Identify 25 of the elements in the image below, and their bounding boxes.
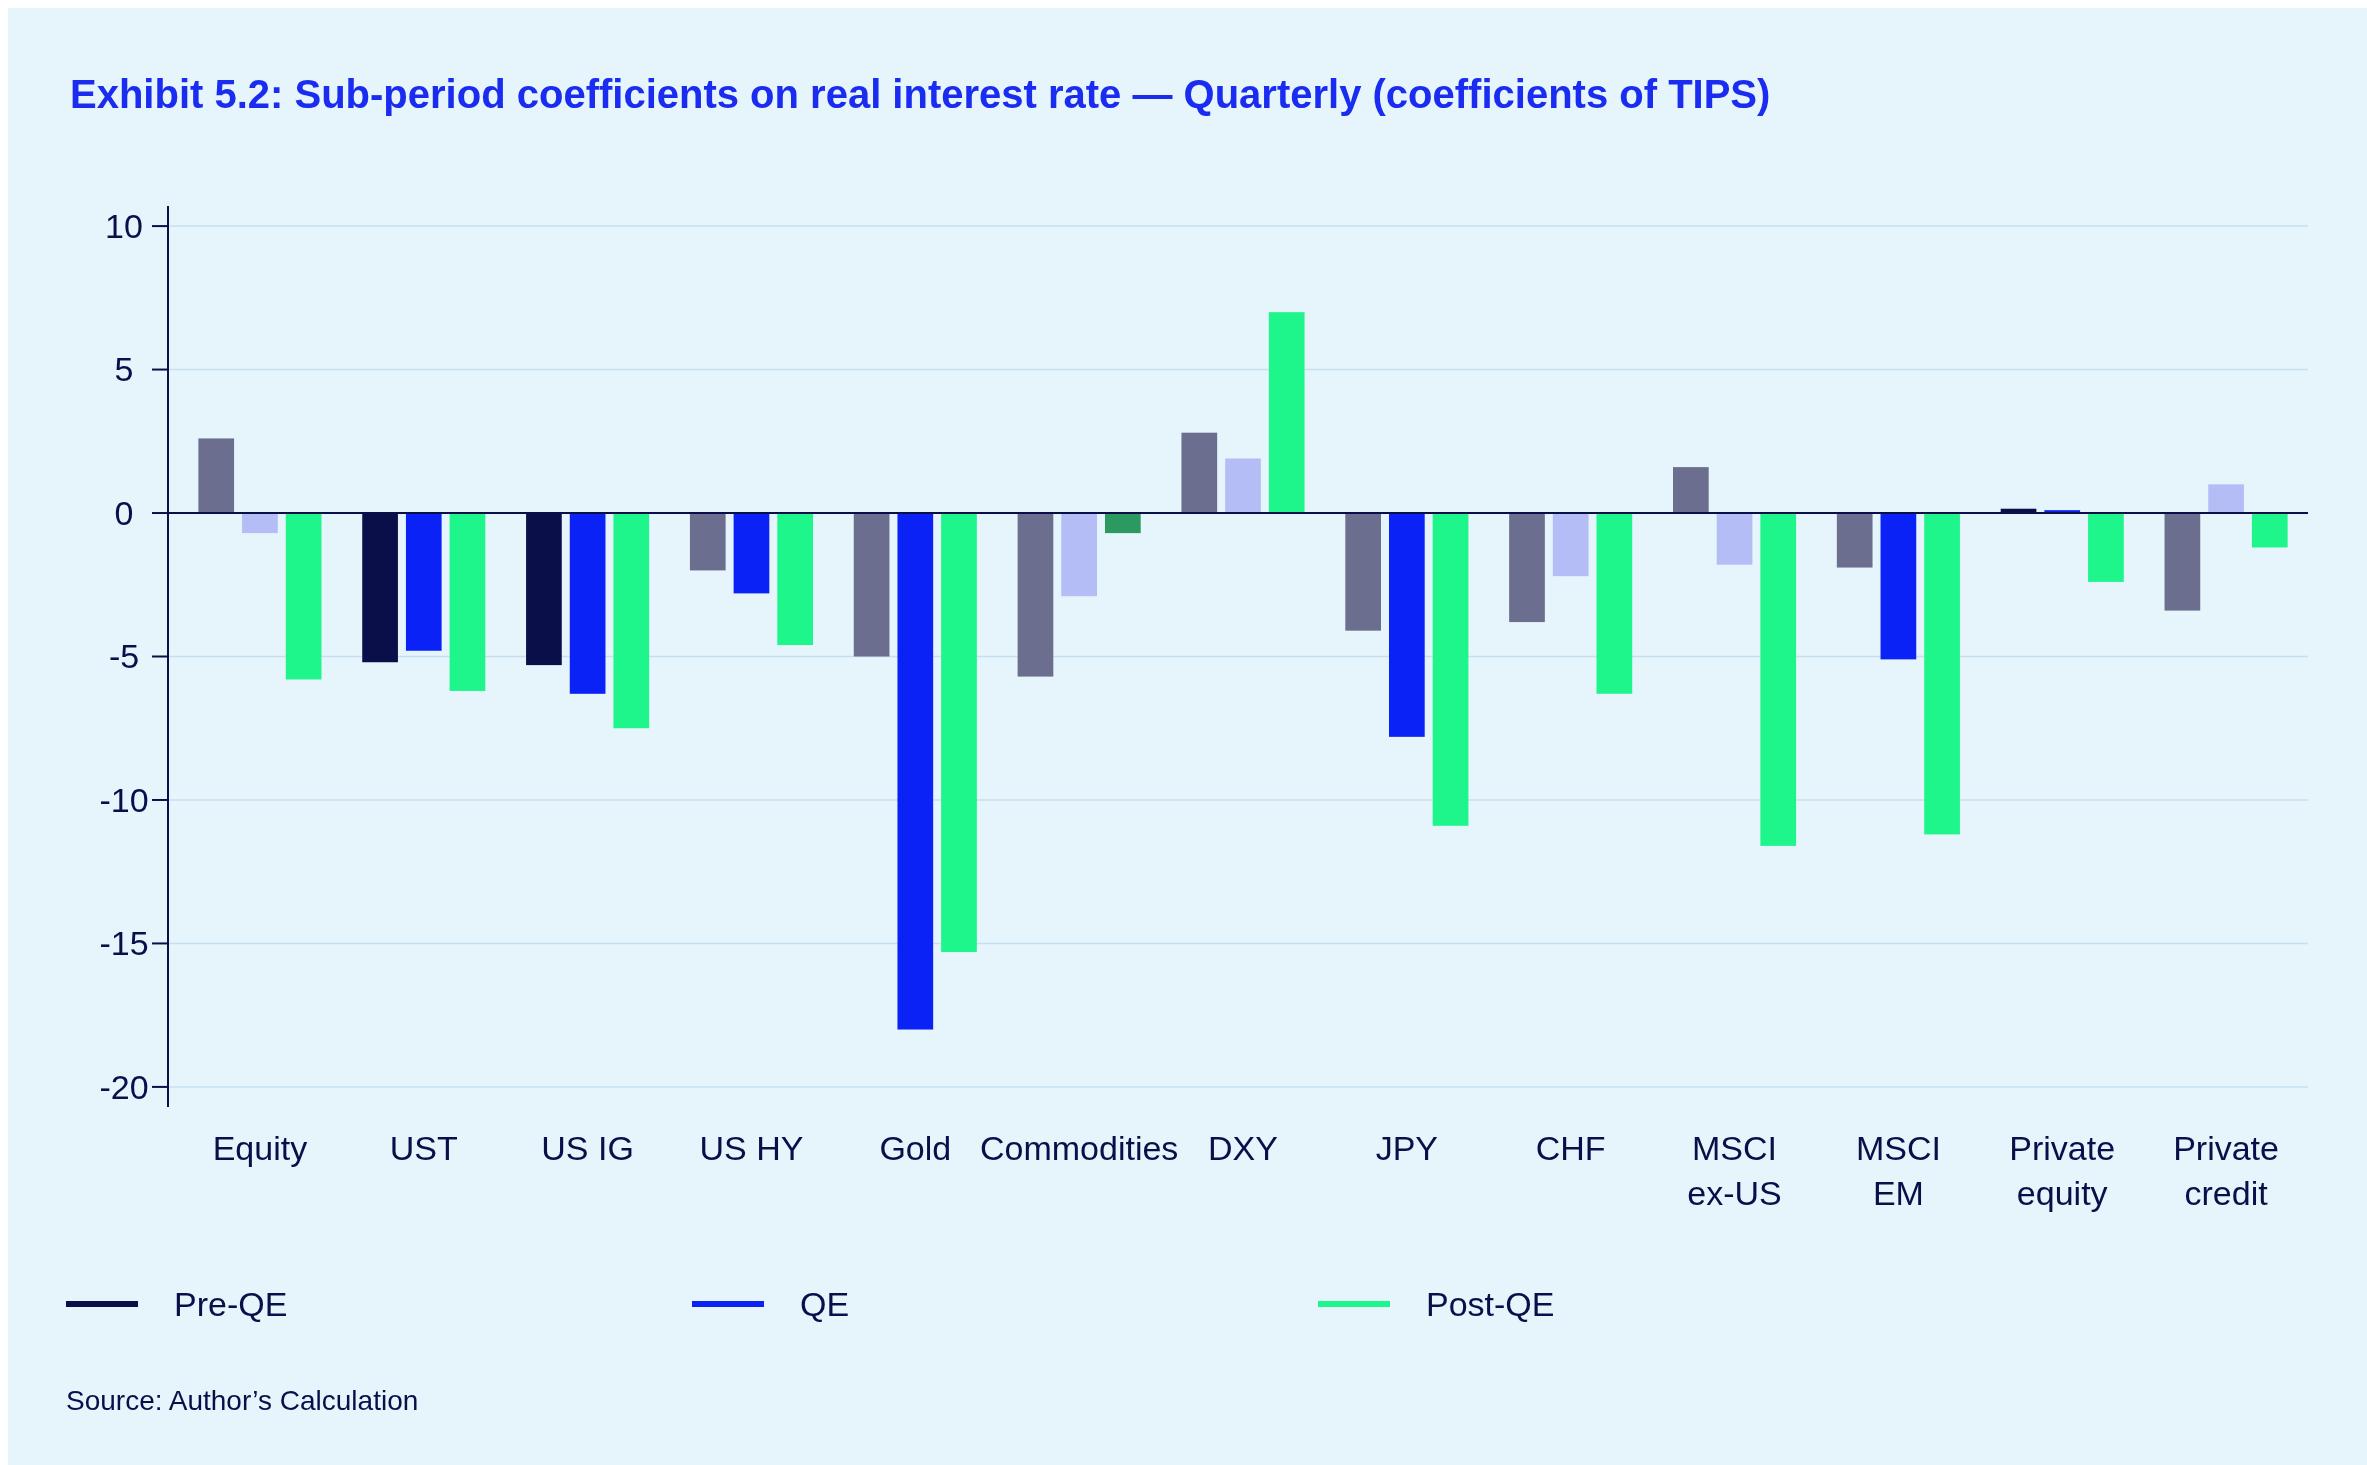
x-tick-label: Private credit	[2173, 1129, 2279, 1212]
x-tick-label: Equity	[212, 1129, 308, 1167]
source-note: Source: Author’s Calculation	[66, 1385, 419, 1416]
x-tick-label: UST	[389, 1129, 458, 1167]
legend-label: Post-QE	[1426, 1284, 1555, 1323]
x-tick-label: US HY	[699, 1129, 804, 1167]
x-tick-label: DXY	[1208, 1129, 1278, 1167]
y-tick-label: 10	[105, 206, 143, 245]
y-tick-label: 0	[114, 493, 134, 532]
y-tick-label: -10	[99, 780, 149, 819]
x-tick-label: JPY	[1375, 1129, 1439, 1167]
y-tick-label: 5	[114, 350, 134, 389]
x-tick-label: US IG	[541, 1129, 634, 1167]
y-tick-label: -15	[99, 924, 149, 963]
x-tick-label: Gold	[879, 1129, 952, 1167]
legend-label: QE	[800, 1284, 850, 1323]
x-tick-label: Private equity	[2009, 1129, 2116, 1212]
y-tick-label: -20	[99, 1067, 149, 1106]
x-tick-label: MSCI ex-US	[1687, 1129, 1782, 1212]
x-tick-label: Commodities	[979, 1129, 1179, 1167]
x-tick-label: MSCI EM	[1855, 1129, 1941, 1212]
legend-label: Pre-QE	[174, 1284, 288, 1323]
chart-title: Exhibit 5.2: Sub-period coefficients on real interest rate — Quarterly (coefficients of TIPS)	[70, 72, 1771, 116]
y-tick-label: -5	[108, 637, 140, 676]
x-tick-label: CHF	[1535, 1129, 1606, 1167]
